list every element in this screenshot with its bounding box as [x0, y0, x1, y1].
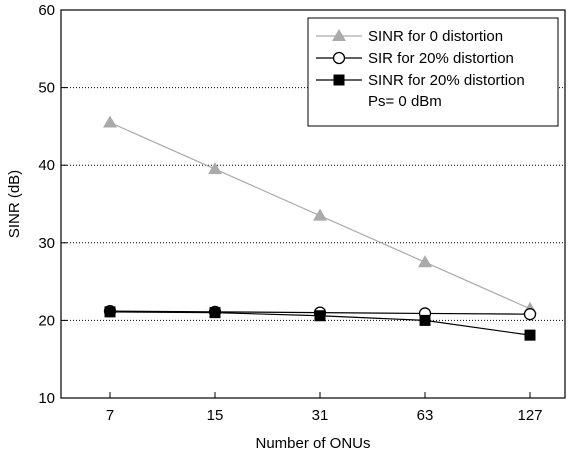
legend-label: SINR for 0 distortion [368, 28, 503, 45]
square-marker [314, 310, 326, 322]
legend-item-1: SINR for 0 distortion [316, 28, 503, 45]
x-tick-label: 127 [517, 407, 542, 424]
square-marker [333, 74, 345, 86]
legend-item-2: SIR for 20% distortion [316, 50, 514, 67]
plot-area [60, 9, 566, 399]
y-tick-label: 50 [38, 80, 55, 97]
series-1 [103, 115, 537, 314]
legend-annotation: Ps= 0 dBm [368, 93, 442, 110]
y-tick-label: 20 [38, 312, 55, 329]
x-axis-title: Number of ONUs [255, 435, 370, 452]
x-tick-label: 15 [207, 407, 224, 424]
triangle-marker [103, 115, 117, 128]
legend: SINR for 0 distortion SIR for 20% distort… [307, 17, 559, 127]
legend-item-3: SINR for 20% distortion [316, 72, 525, 89]
legend-items: SINR for 0 distortion SIR for 20% distort… [316, 28, 525, 89]
triangle-marker [332, 29, 346, 41]
square-marker [104, 306, 116, 318]
triangle-marker [313, 208, 327, 221]
square-marker [524, 329, 536, 341]
x-tick-label: 63 [417, 407, 434, 424]
series-3 [104, 306, 536, 341]
y-tick-label: 60 [38, 2, 55, 19]
axes: 10 20 30 40 50 60 7 15 31 63 127 [38, 2, 542, 424]
triangle-marker [418, 255, 432, 268]
legend-label: SINR for 20% distortion [368, 72, 525, 89]
circle-marker [332, 51, 346, 65]
y-tick-label: 40 [38, 157, 55, 174]
square-marker [209, 307, 221, 319]
x-tick-label: 7 [106, 407, 114, 424]
triangle-marker [208, 162, 222, 175]
series-layer [103, 115, 537, 341]
x-tick-label: 31 [312, 407, 329, 424]
y-axis-title: SINR (dB) [6, 170, 23, 238]
y-tick-label: 10 [38, 390, 55, 407]
square-marker [419, 314, 431, 326]
legend-label: SIR for 20% distortion [368, 50, 514, 67]
circle-marker [523, 308, 537, 321]
y-tick-label: 30 [38, 235, 55, 252]
